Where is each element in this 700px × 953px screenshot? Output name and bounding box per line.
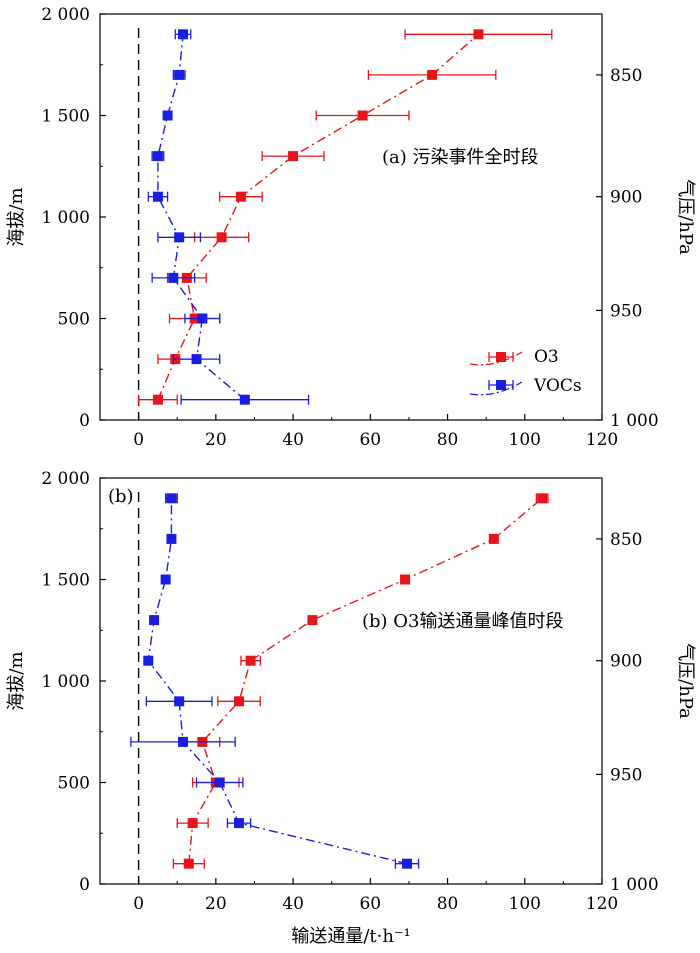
data-point-o3-b-0	[183, 858, 194, 869]
x-axis-title: 输送通量/t·h⁻¹	[291, 926, 410, 947]
x-tick-label-a-3: 60	[359, 430, 381, 450]
legend-vocs-marker	[496, 380, 506, 390]
x-tick-label-b-0: 0	[133, 894, 144, 914]
data-point-vocs-b-7	[160, 574, 171, 585]
data-point-o3-b-4	[234, 696, 245, 707]
y2-axis-title-b: 气压/hPa	[675, 643, 696, 719]
y2-tick-label-b-1: 900	[610, 652, 642, 672]
data-point-vocs-b-2	[214, 777, 225, 788]
y-tick-label-b-4: 2 000	[41, 469, 90, 489]
data-point-o3-b-1	[187, 818, 198, 829]
data-point-o3-a-7	[357, 110, 368, 121]
series-line-vocs-a	[157, 34, 246, 401]
x-tick-label-a-2: 40	[282, 430, 304, 450]
data-point-vocs-a-2	[197, 313, 208, 324]
data-point-o3-b-6	[307, 615, 318, 626]
y-tick-label-a-0: 0	[79, 411, 90, 431]
y2-tick-label-a-0: 850	[610, 66, 642, 86]
panel-a-label: (a) 污染事件全时段	[382, 147, 539, 168]
data-point-o3-a-5	[235, 191, 246, 202]
legend-o3-line	[469, 351, 523, 366]
panel-b-corner-label: (b)	[108, 486, 134, 507]
data-point-vocs-b-9	[166, 493, 177, 504]
legend-vocs-label: VOCs	[533, 376, 582, 396]
legend-o3-marker	[496, 352, 506, 362]
axes-b: 0 20 40 60 80 100 120 0 500 1 000 1 500 2 000 850 900…	[41, 469, 658, 914]
y2-tick-label-a-1: 900	[610, 188, 642, 208]
data-point-vocs-a-4	[174, 232, 185, 243]
axes-a: 0 20 40 60 80 100 120 0 500 1 000 1 500 2 000 850 900…	[41, 5, 658, 450]
y-tick-label-b-2: 1 000	[41, 672, 90, 692]
data-point-o3-a-0	[152, 394, 163, 405]
y-tick-label-b-0: 0	[79, 875, 90, 895]
y-tick-label-b-1: 500	[58, 774, 90, 794]
data-point-vocs-b-3	[178, 736, 189, 747]
legend-entry-vocs: VOCs	[469, 376, 582, 396]
x-tick-label-b-2: 40	[282, 894, 304, 914]
series-a	[137, 29, 553, 405]
y-axis-title-a: 海拔/m	[6, 187, 27, 246]
data-point-o3-b-5	[245, 655, 256, 666]
data-point-vocs-b-5	[143, 655, 154, 666]
x-tick-label-a-4: 80	[437, 430, 459, 450]
data-point-vocs-a-9	[178, 29, 189, 40]
y-tick-label-b-3: 1 500	[41, 571, 90, 591]
x-tick-label-b-4: 80	[437, 894, 459, 914]
panel-b-label: (b) O3输送通量峰值时段	[362, 611, 564, 632]
x-tick-label-a-6: 120	[586, 430, 618, 450]
y2-tick-label-b-3: 1 000	[610, 875, 659, 895]
y-tick-label-a-2: 1 000	[41, 208, 90, 228]
x-tick-label-b-1: 20	[205, 894, 227, 914]
x-tick-label-b-3: 60	[359, 894, 381, 914]
y2-axis-title-a: 气压/hPa	[675, 179, 696, 255]
data-point-o3-a-8	[427, 69, 438, 80]
data-point-o3-a-6	[288, 151, 299, 162]
data-point-o3-a-4	[216, 232, 227, 243]
y2-tick-label-b-0: 850	[610, 530, 642, 550]
data-point-vocs-b-1	[234, 818, 245, 829]
legend: O3 VOCs	[469, 347, 582, 396]
legend-entry-o3: O3	[469, 347, 559, 367]
data-point-o3-b-8	[488, 533, 499, 544]
data-point-vocs-b-0	[401, 858, 412, 869]
data-point-vocs-b-8	[166, 533, 177, 544]
legend-vocs-line	[469, 381, 523, 396]
x-tick-label-b-6: 120	[586, 894, 618, 914]
data-point-o3-b-9	[537, 493, 548, 504]
panel-a: 0 20 40 60 80 100 120 0 500 1 000 1 500 2 000 850 900…	[6, 5, 696, 450]
y2-tick-label-a-3: 1 000	[610, 411, 659, 431]
series-line-o3-b	[188, 497, 543, 864]
y-tick-label-a-1: 500	[58, 310, 90, 330]
data-point-o3-a-9	[473, 29, 484, 40]
data-point-vocs-b-4	[174, 696, 185, 707]
data-point-vocs-a-8	[174, 69, 185, 80]
x-tick-label-a-5: 100	[509, 430, 541, 450]
panel-b: 0 20 40 60 80 100 120 0 500 1 000 1 500 2 000 850 900…	[6, 469, 696, 947]
data-point-vocs-a-5	[152, 191, 163, 202]
series-b	[130, 493, 549, 869]
data-point-vocs-a-0	[239, 394, 250, 405]
y-tick-label-a-3: 1 500	[41, 107, 90, 127]
x-tick-label-a-1: 20	[205, 430, 227, 450]
y-tick-label-a-4: 2 000	[41, 5, 90, 25]
legend-o3-label: O3	[534, 347, 559, 367]
data-point-vocs-b-6	[149, 615, 160, 626]
series-line-o3-a	[157, 33, 479, 400]
data-point-vocs-a-7	[162, 110, 173, 121]
y-axis-title-b: 海拔/m	[6, 651, 27, 710]
y2-tick-label-b-2: 950	[610, 765, 642, 785]
data-point-vocs-a-6	[152, 151, 163, 162]
y2-tick-label-a-2: 950	[610, 301, 642, 321]
data-point-vocs-a-1	[191, 354, 202, 365]
x-tick-label-a-0: 0	[133, 430, 144, 450]
data-point-o3-b-7	[400, 574, 411, 585]
x-tick-label-b-5: 100	[509, 894, 541, 914]
data-point-vocs-a-3	[168, 272, 179, 283]
series-line-vocs-b	[147, 498, 408, 865]
